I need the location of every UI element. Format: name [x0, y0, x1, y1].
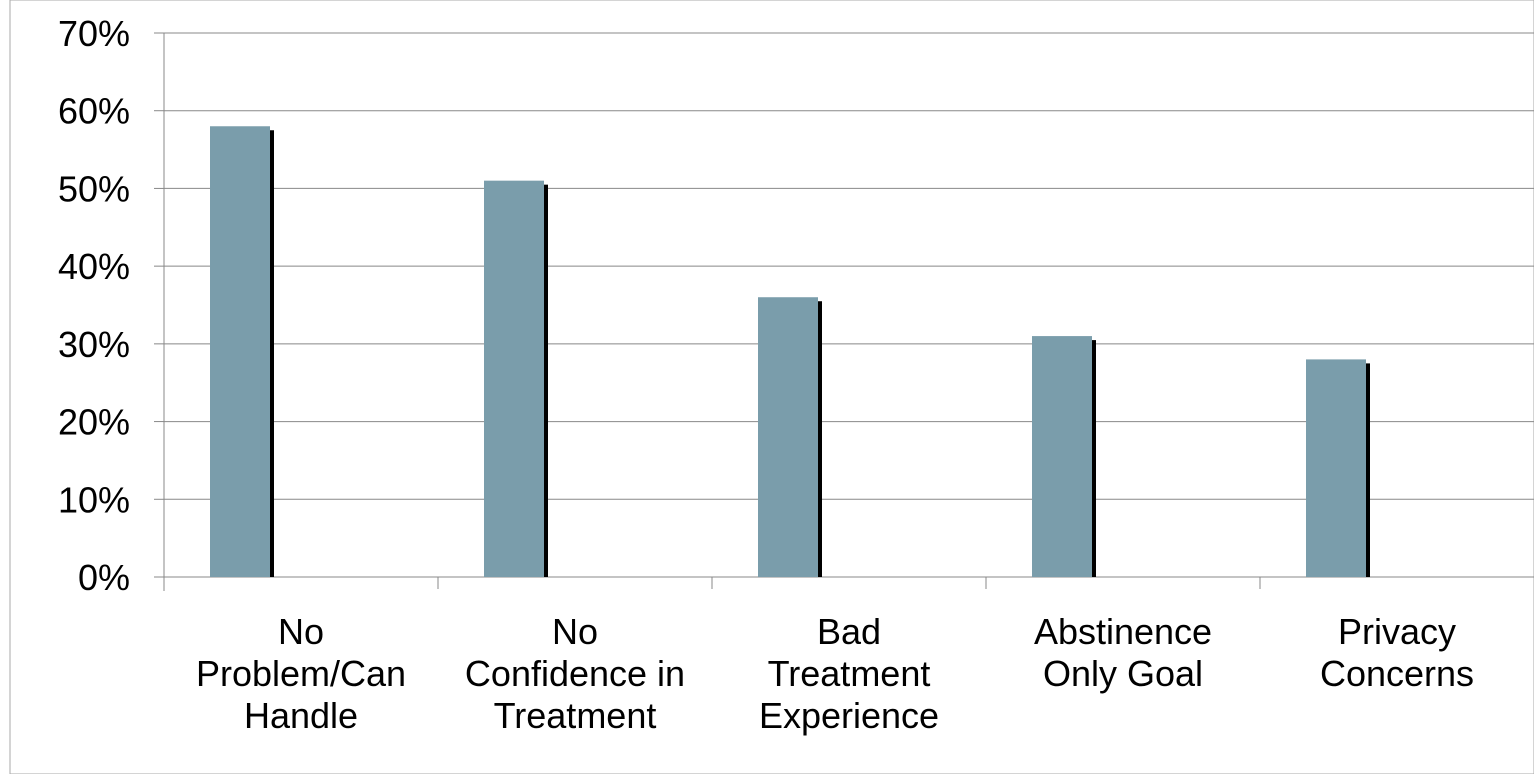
gridlines	[164, 32, 1534, 500]
x-category-label-0: No Problem/Can Handle	[196, 611, 406, 736]
bar-3	[1032, 336, 1092, 577]
labels: 0%10%20%30%40%50%60%70%No Problem/Can Hand…	[58, 13, 1474, 736]
y-tick-label-70: 70%	[58, 13, 130, 54]
x-category-label-line: Concerns	[1320, 653, 1474, 694]
bar-4	[1306, 359, 1366, 577]
y-tick-label-60: 60%	[58, 91, 130, 132]
x-category-label-line: Treatment	[768, 653, 931, 694]
x-category-label-line: No	[278, 611, 324, 652]
x-category-label-line: Problem/Can	[196, 653, 406, 694]
y-tick-label-0: 0%	[78, 557, 130, 598]
bar-2	[758, 297, 818, 577]
x-category-label-line: Only Goal	[1043, 653, 1203, 694]
bars	[210, 126, 1370, 577]
x-category-label-2: Bad Treatment Experience	[759, 611, 939, 736]
bar-1	[484, 180, 544, 577]
x-category-label-line: Confidence in	[465, 653, 685, 694]
y-tick-label-10: 10%	[58, 479, 130, 520]
y-tick-label-50: 50%	[58, 168, 130, 209]
x-category-label-1: No Confidence in Treatment	[465, 611, 685, 736]
x-category-label-line: No	[552, 611, 598, 652]
x-category-label-line: Treatment	[494, 695, 657, 736]
y-tick-label-30: 30%	[58, 324, 130, 365]
y-tick-label-40: 40%	[58, 246, 130, 287]
x-category-label-line: Handle	[244, 695, 358, 736]
x-category-label-line: Bad	[817, 611, 881, 652]
x-category-label-4: Privacy Concerns	[1320, 611, 1474, 694]
bar-0	[210, 126, 270, 577]
x-category-label-line: Privacy	[1338, 611, 1456, 652]
x-category-label-line: Abstinence	[1034, 611, 1212, 652]
x-category-label-line: Experience	[759, 695, 939, 736]
x-category-label-3: Abstinence Only Goal	[1034, 611, 1212, 694]
y-tick-label-20: 20%	[58, 402, 130, 443]
axes	[154, 32, 1534, 591]
